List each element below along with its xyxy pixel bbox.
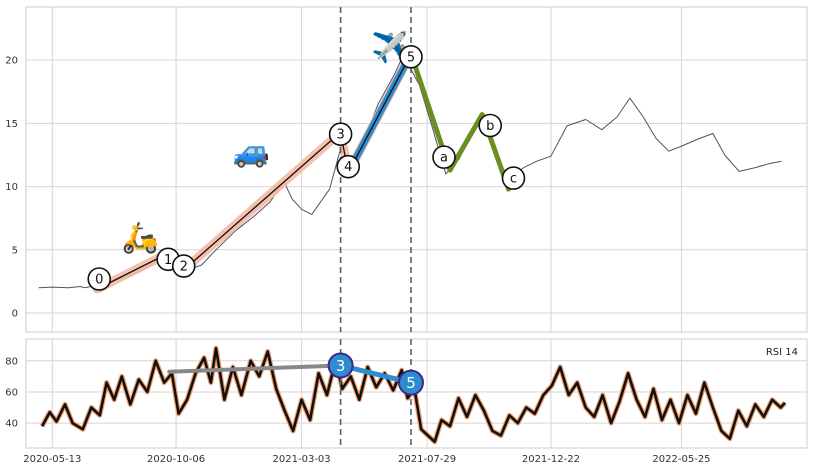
wave-label: 2: [180, 260, 188, 275]
wave-label-circle: [171, 254, 196, 278]
rsi-y-tick-label: 40: [5, 419, 18, 430]
x-tick-label: 2021-03-03: [273, 454, 331, 465]
price-y-tick-label: 0: [12, 309, 18, 320]
rsi-panel-title: RSI 14: [766, 347, 798, 358]
wave-label-circle: [478, 113, 503, 138]
wave-label-circle: [328, 122, 353, 146]
wave-label-circle: [501, 166, 526, 190]
x-tick-label: 2021-07-29: [398, 454, 456, 465]
price-y-tick-label: 5: [12, 245, 18, 256]
rsi-wave-marker: [397, 369, 424, 396]
wave-label: 3: [336, 128, 344, 143]
wave-label: 1: [164, 253, 172, 268]
wave-label: 4: [344, 160, 352, 175]
rsi-y-tick-label: 60: [5, 387, 18, 398]
price-y-tick-label: 20: [5, 56, 18, 67]
rsi-trend-line: [167, 363, 343, 374]
rsi-wave-marker: [327, 352, 354, 379]
wave-label: c: [510, 172, 517, 187]
x-tick-label: 2021-12-22: [522, 454, 580, 465]
wave-label: 0: [95, 273, 103, 288]
wave-label: a: [440, 151, 448, 166]
wave-label: 5: [407, 50, 415, 65]
wave-label-circle: [399, 44, 423, 69]
car-icon: 🚙: [233, 134, 270, 169]
wave-label-circle: [432, 145, 456, 169]
price-grid: [26, 7, 807, 332]
rsi-wave-marker-label: 3: [336, 357, 346, 375]
price-y-axis: 0 5 10 15 20: [5, 56, 18, 320]
wave-label-circle: [336, 154, 361, 179]
x-tick-label: 2020-10-06: [147, 454, 205, 465]
rsi-y-tick-label: 80: [5, 356, 18, 367]
x-axis: 2020-05-13 2020-10-06 2021-03-03 2021-07-29…: [23, 454, 710, 465]
price-y-tick-label: 10: [5, 182, 18, 193]
wave-labels: 0 1 2 3 4 5 a b c: [87, 44, 526, 291]
x-tick-label: 2022-05-25: [652, 454, 710, 465]
rsi-wave-marker-label: 5: [406, 374, 416, 392]
rsi-y-axis: 40 60 80: [5, 356, 18, 429]
wave-label: b: [486, 119, 494, 134]
wave-label-circle: [87, 267, 112, 291]
correction-wave-line: [408, 51, 511, 192]
x-tick-label: 2020-05-13: [23, 454, 81, 465]
scooter-icon: 🛵: [122, 220, 159, 255]
price-y-tick-label: 15: [5, 119, 18, 130]
rsi-wave-overlay: 35: [167, 352, 424, 396]
price-icons: 🛵🚙✈️: [122, 29, 409, 256]
